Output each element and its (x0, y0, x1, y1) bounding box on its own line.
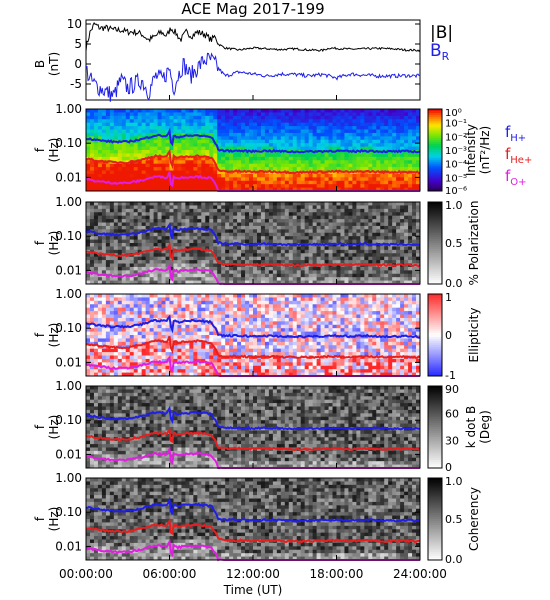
legend-fHe+: fHe+ (505, 145, 532, 166)
polarization-yunit: (Hz) (47, 231, 61, 256)
k-dot-b-colorbar-tick: 90 (445, 383, 459, 396)
ellipticity-ytick-label: 0.01 (55, 355, 82, 369)
ellipticity-colorbar-tick: 0 (445, 329, 452, 342)
b-ytick-label: -5 (70, 77, 82, 91)
intensity-colorbar-tick: 10⁰ (445, 108, 462, 119)
polarization-colorbar (427, 201, 443, 285)
series-line-b-magnitude (85, 21, 421, 53)
intensity-yunit: (Hz) (47, 138, 61, 163)
x-tick-label: 24:00:00 (393, 567, 447, 581)
coherency-yunit: (Hz) (47, 507, 61, 532)
ellipticity-line-fHe (85, 335, 421, 360)
coherency-ytick-label: 0.01 (55, 539, 82, 553)
polarization-ytick-label: 1.00 (55, 195, 82, 209)
intensity-line-fHe (85, 148, 421, 175)
legend-fH+: fH+ (505, 123, 526, 144)
k-dot-b-yunit: (Hz) (47, 415, 61, 440)
coherency-ytick-label: 1.00 (55, 471, 82, 485)
polarization-ylabel: f (33, 240, 47, 245)
legend-mag-b: |B| (430, 23, 453, 43)
b-ytick-label: 5 (74, 37, 82, 51)
intensity-colorbar-unit: (nT²/Hz) (478, 126, 492, 174)
ellipticity-yunit: (Hz) (47, 323, 61, 348)
k-dot-b-ytick-label: 0.01 (55, 447, 82, 461)
coherency-ylabel: f (33, 516, 47, 521)
ellipticity-colorbar (427, 293, 443, 377)
x-tick-label: 12:00:00 (226, 567, 280, 581)
x-axis-label: Time (UT) (223, 583, 283, 597)
k-dot-b-colorbar-tick: 0 (445, 461, 452, 474)
intensity-colorbar-tick: 10⁻³ (445, 146, 467, 157)
polarization-line-fH (85, 222, 421, 247)
coherency-colorbar-tick: 0.5 (445, 513, 463, 526)
k-dot-b-line-fHe (85, 426, 421, 452)
x-axis: 00:00:00 06:00:00 12:00:00 18:00:00 24:00:00 (59, 95, 447, 581)
intensity-colorbar-tick: 10⁻⁴ (445, 160, 467, 171)
legend-br: BR (430, 41, 450, 63)
coherency-ytick-label: 0.10 (55, 505, 82, 519)
polarization-line-fHe (85, 241, 421, 268)
coherency-line-fH (85, 495, 421, 523)
intensity-colorbar-tick: 10⁻⁵ (445, 173, 467, 184)
chart-title: ACE Mag 2017-199 (181, 0, 324, 18)
polarization-colorbar-tick: 0.0 (445, 277, 463, 290)
b-ytick-label: 0 (74, 57, 82, 71)
panel-ellipticity: 1.00 0.10 0.01 f (Hz) 1 0 -1 Ellipticity (33, 287, 481, 382)
polarization-ytick-label: 0.10 (55, 229, 82, 243)
coherency-line-fHe (85, 517, 421, 544)
intensity-colorbar-tick: 10⁻² (445, 132, 467, 143)
k-dot-b-ytick-label: 0.10 (55, 413, 82, 427)
intensity-ytick-label: 0.01 (55, 170, 82, 184)
b-yunit: (nT) (47, 52, 61, 76)
k-dot-b-colorbar-tick: 30 (445, 435, 459, 448)
b-ytick-label: 10 (67, 17, 82, 31)
ellipticity-colorbar-tick: -1 (445, 369, 456, 382)
coherency-colorbar-tick: 1.0 (445, 475, 463, 488)
intensity-colorbar (427, 108, 443, 192)
k-dot-b-ytick-label: 1.00 (55, 379, 82, 393)
intensity-ylabel: f (33, 147, 47, 152)
ellipticity-ytick-label: 1.00 (55, 287, 82, 301)
ellipticity-colorbar-label: Ellipticity (467, 308, 481, 363)
k-dot-b-colorbar (427, 385, 443, 469)
panel-k-dot-b: 1.00 0.10 0.01 f (Hz) 90 60 30 0 k dot B (Deg) (33, 379, 492, 474)
legend-br-sub: R (442, 50, 450, 63)
b-ylabel: B (33, 60, 47, 68)
ellipticity-ylabel: f (33, 332, 47, 337)
k-dot-b-colorbar-unit: (Deg) (478, 410, 492, 444)
coherency-colorbar-tick: 0.0 (445, 553, 463, 566)
ellipticity-colorbar-tick: 1 (445, 291, 452, 304)
polarization-ytick-label: 0.01 (55, 263, 82, 277)
polarization-colorbar-tick: 0.5 (445, 237, 463, 250)
series-line-b-r (85, 52, 421, 102)
k-dot-b-line-fH (85, 405, 421, 431)
k-dot-b-colorbar-label: k dot B (464, 406, 478, 448)
intensity-ytick-label: 0.10 (55, 136, 82, 150)
panel-coherency: 1.00 0.10 0.01 f (Hz) 1.0 0.5 0.0 Coherency (33, 471, 481, 566)
coherency-colorbar-label: Coherency (467, 487, 481, 551)
coherency-colorbar (427, 477, 443, 561)
x-tick-label: 00:00:00 (59, 567, 113, 581)
k-dot-b-colorbar-tick: 60 (445, 407, 459, 420)
polarization-colorbar-tick: 1.0 (445, 199, 463, 212)
coherency-heatmap-cells (86, 478, 421, 561)
intensity-ytick-label: 1.00 (55, 102, 82, 116)
intensity-colorbar-tick: 10⁻⁶ (445, 186, 467, 197)
ellipticity-line-fH (85, 314, 421, 339)
intensity-colorbar-label: Intensity (464, 124, 478, 176)
polarization-colorbar-label: % Polarization (467, 201, 481, 286)
x-tick-label: 06:00:00 (143, 567, 197, 581)
intensity-line-fH (85, 127, 421, 154)
panel-polarization: 1.00 0.10 0.01 f (Hz) 1.0 0.5 0.0 % Polarization (33, 195, 481, 290)
legend-fO+: fO+ (505, 167, 527, 188)
k-dot-b-heatmap-cells (86, 386, 421, 469)
intensity-colorbar-tick: 10⁻¹ (445, 119, 467, 130)
legend-br-main: B (430, 41, 442, 61)
x-tick-label: 18:00:00 (310, 567, 364, 581)
ellipticity-ytick-label: 0.10 (55, 321, 82, 335)
k-dot-b-ylabel: f (33, 424, 47, 429)
